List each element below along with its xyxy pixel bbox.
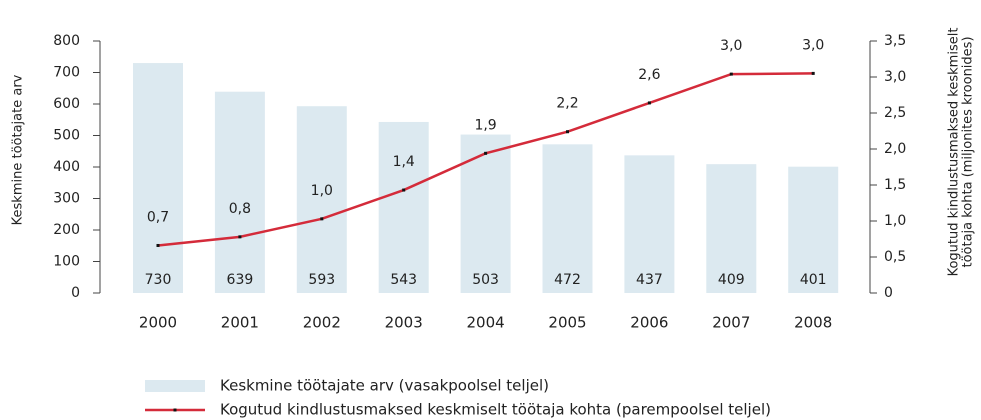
x-tick-label: 2003 [385, 314, 423, 332]
line-marker [484, 151, 488, 155]
legend-swatch [145, 380, 205, 392]
y2-tick-label: 1,5 [884, 177, 906, 193]
bar-value-label: 503 [472, 272, 499, 288]
y-tick-label: 500 [53, 128, 80, 144]
line-value-label: 3,0 [720, 38, 742, 54]
y2-tick-label: 1,0 [884, 213, 906, 229]
bar-value-label: 472 [554, 272, 581, 288]
x-tick-label: 2007 [712, 314, 750, 332]
bar [378, 121, 429, 293]
y-tick-label: 800 [53, 33, 80, 49]
line-value-label: 1,0 [311, 183, 333, 199]
bar [296, 106, 347, 293]
bar [788, 166, 839, 293]
y-tick-label: 400 [53, 159, 80, 175]
y2-tick-label: 0 [884, 285, 893, 301]
y2-tick-label: 2,5 [884, 105, 906, 121]
legend-label: Kogutud kindlustusmaksed keskmiselt tööt… [220, 401, 771, 419]
y2-tick-label: 3,0 [884, 69, 906, 85]
x-tick-label: 2001 [221, 314, 259, 332]
line-value-label: 0,8 [229, 201, 251, 217]
bar-value-label: 543 [390, 272, 417, 288]
bar [133, 63, 183, 293]
x-tick-label: 2000 [139, 314, 177, 332]
bar-value-label: 639 [227, 272, 254, 288]
line-marker [811, 71, 815, 75]
bar-value-label: 730 [145, 272, 172, 288]
x-tick-label: 2008 [794, 314, 832, 332]
y2-tick-label: 0,5 [884, 249, 906, 265]
y2-tick-label: 3,5 [884, 33, 906, 49]
line-value-label: 0,7 [147, 209, 169, 225]
line-marker [238, 235, 242, 239]
legend-marker [173, 408, 177, 412]
y-axis-title: Keskmine töötajate arv [11, 74, 26, 225]
line-marker [729, 72, 733, 76]
line-value-label: 1,9 [474, 117, 496, 133]
bar [542, 144, 593, 293]
bar-value-label: 593 [308, 272, 335, 288]
bar-value-label: 401 [800, 272, 827, 288]
y-tick-label: 200 [53, 222, 80, 238]
y-tick-label: 0 [71, 285, 80, 301]
y2-axis-title: Kogutud kindlustusmaksed keskmiselt [947, 28, 962, 277]
line-marker [647, 101, 651, 105]
bar-value-label: 409 [718, 272, 745, 288]
y2-tick-label: 2,0 [884, 141, 906, 157]
bar [460, 134, 511, 293]
line-value-label: 1,4 [393, 154, 415, 170]
x-tick-label: 2002 [303, 314, 341, 332]
y2-axis-title: töötaja kohta (miljonites kroonides) [961, 36, 976, 267]
line-marker [402, 188, 406, 192]
bar [214, 91, 265, 293]
y-tick-label: 600 [53, 96, 80, 112]
line-value-label: 2,2 [556, 96, 578, 112]
line-marker [566, 130, 569, 134]
x-tick-label: 2006 [630, 314, 668, 332]
x-tick-label: 2004 [467, 314, 505, 332]
line-marker [320, 217, 324, 221]
bar-value-label: 437 [636, 272, 663, 288]
line-marker [156, 243, 160, 247]
y-tick-label: 300 [53, 191, 80, 207]
bar [624, 155, 675, 293]
line-value-label: 2,6 [638, 67, 660, 83]
x-tick-label: 2005 [548, 314, 586, 332]
legend-label: Keskmine töötajate arv (vasakpoolsel tel… [220, 377, 549, 395]
bar [706, 164, 757, 293]
y-tick-label: 100 [53, 254, 80, 270]
y-tick-label: 700 [53, 65, 80, 81]
line-value-label: 3,0 [802, 37, 824, 53]
